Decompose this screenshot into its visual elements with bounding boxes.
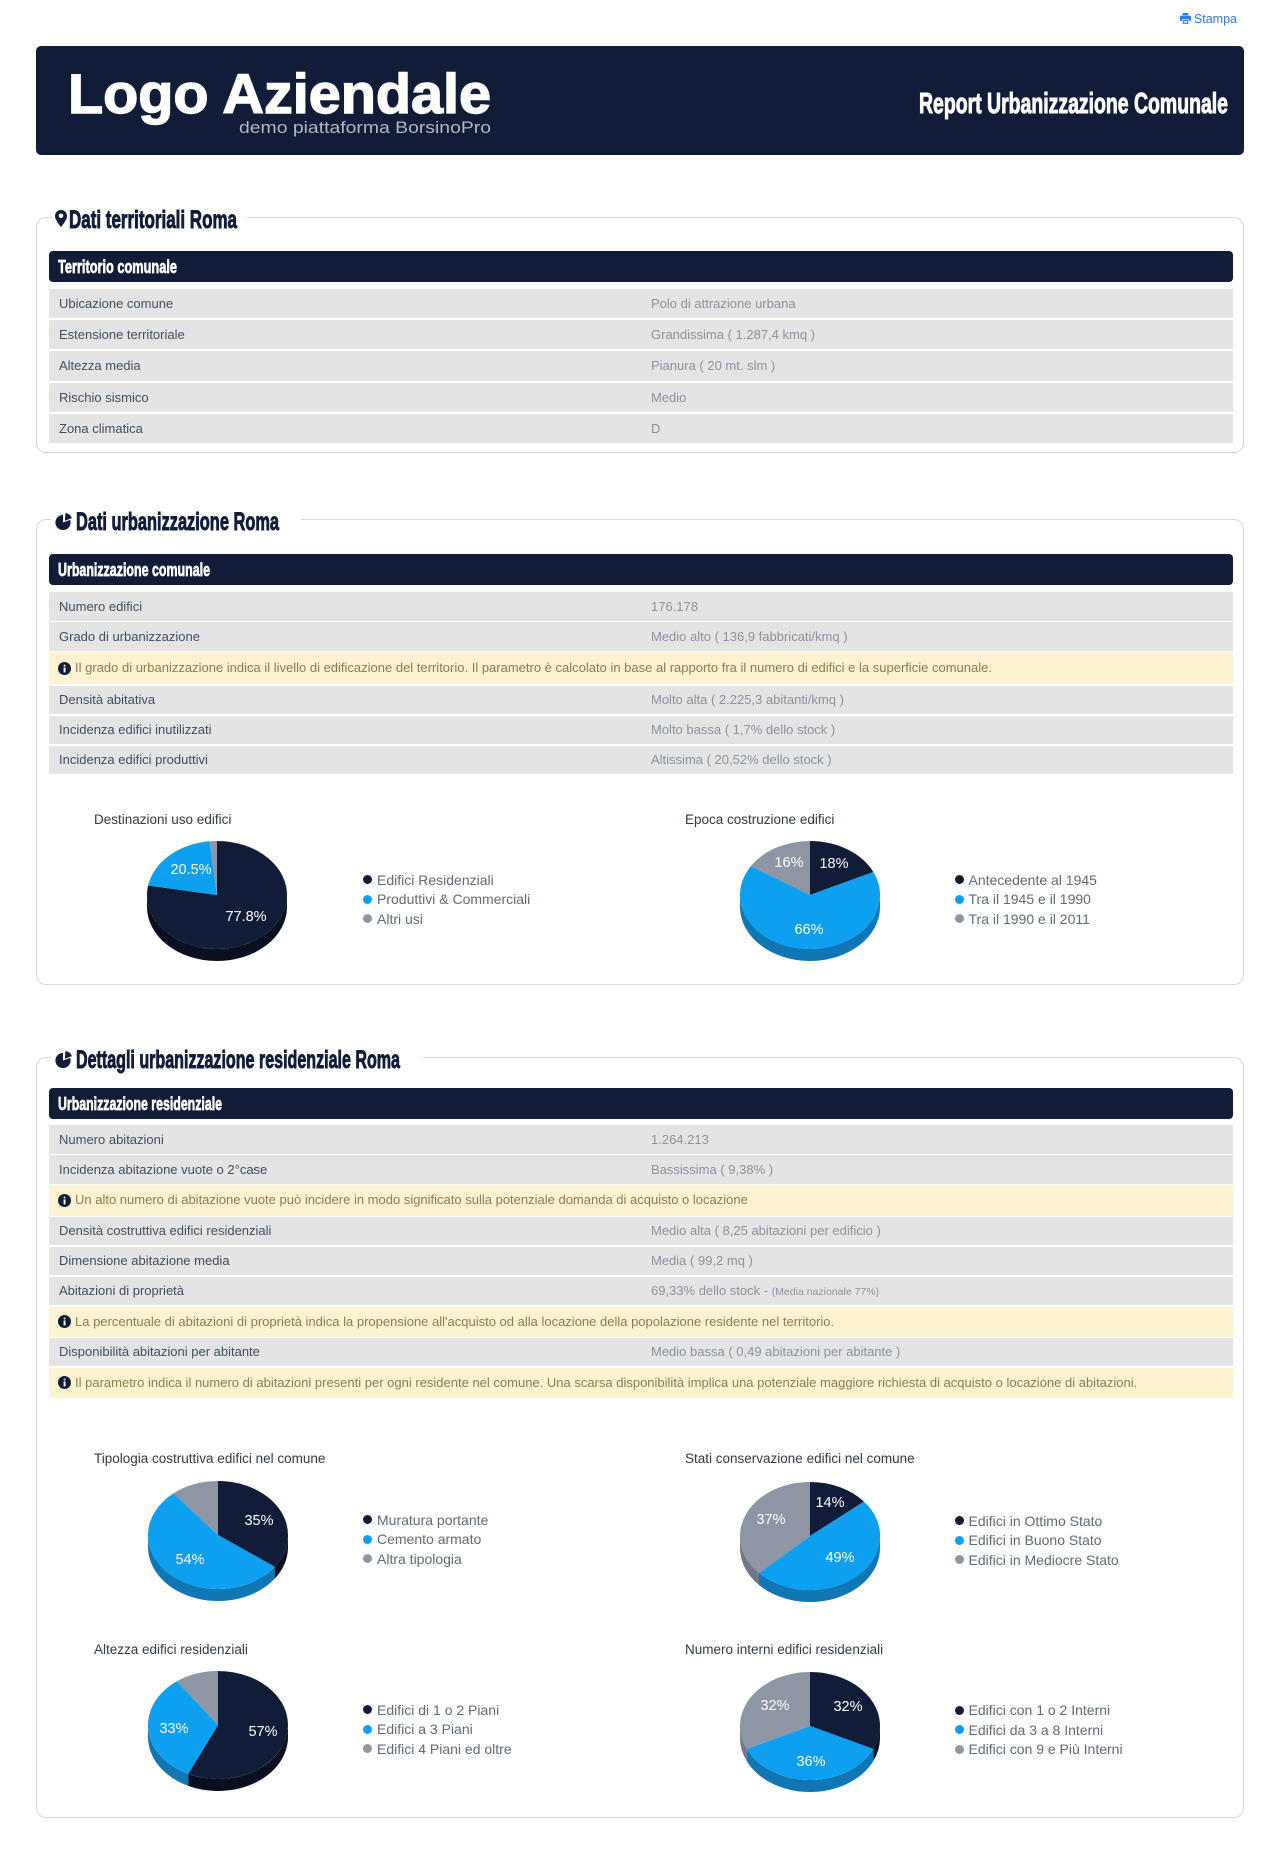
svg-text:Report Urbanizzazione Comunale: Report Urbanizzazione Comunale [919, 90, 1228, 120]
svg-text:demo piattaforma BorsinoPro: demo piattaforma BorsinoPro [239, 119, 491, 137]
svg-text:Dati territoriali Roma: Dati territoriali Roma [69, 207, 238, 234]
svg-text:Urbanizzazione comunale: Urbanizzazione comunale [58, 560, 210, 580]
svg-text:Urbanizzazione residenziale: Urbanizzazione residenziale [58, 1094, 222, 1114]
svg-text:Logo Aziendale: Logo Aziendale [68, 62, 491, 125]
svg-text:Dettagli urbanizzazione reside: Dettagli urbanizzazione residenziale Rom… [76, 1047, 401, 1074]
svg-text:Dati urbanizzazione Roma: Dati urbanizzazione Roma [76, 509, 280, 536]
svg-text:Territorio comunale: Territorio comunale [58, 257, 177, 277]
